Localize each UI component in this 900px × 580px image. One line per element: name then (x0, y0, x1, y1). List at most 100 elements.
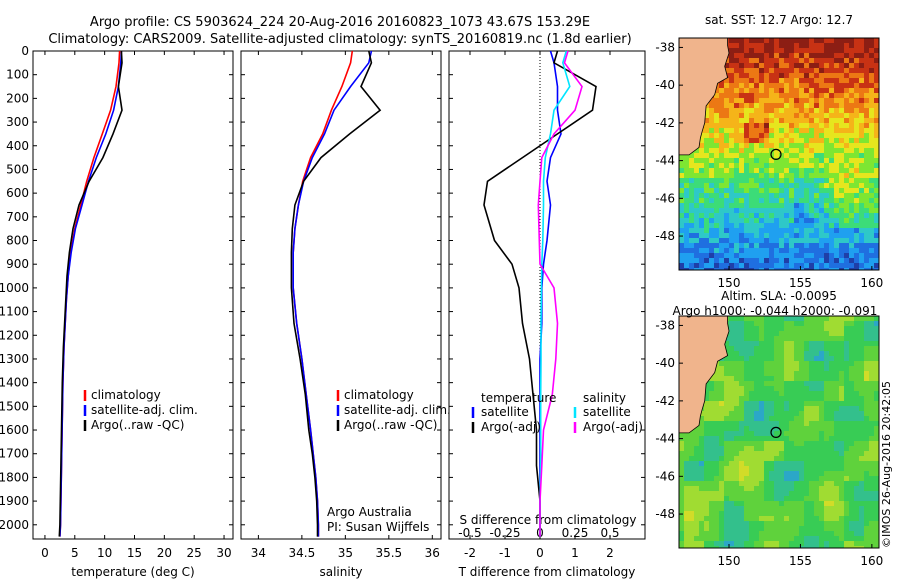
map-cell (854, 208, 859, 213)
map-cell (754, 406, 759, 411)
map-cell (844, 133, 849, 138)
map-cell (814, 541, 819, 546)
map-cell (754, 178, 759, 183)
series-line-2 (290, 50, 382, 537)
map-cell (714, 381, 719, 386)
map-cell (714, 138, 719, 143)
map-cell (769, 446, 774, 451)
map-cell (874, 531, 879, 536)
map-cell (859, 346, 864, 351)
map-cell (789, 316, 794, 321)
map-cell (699, 411, 704, 416)
map-cell (824, 188, 829, 193)
map-cell (814, 213, 819, 218)
map-cell (749, 441, 754, 446)
legend-label: satellite (583, 405, 631, 419)
map-cell (769, 113, 774, 118)
map-cell (784, 371, 789, 376)
map-cell (749, 421, 754, 426)
map-cell (694, 213, 699, 218)
map-cell (754, 148, 759, 153)
map-cell (784, 123, 789, 128)
map-cell (819, 471, 824, 476)
map-cell (799, 138, 804, 143)
map-cell (824, 58, 829, 63)
map-cell (774, 243, 779, 248)
map-cell (824, 78, 829, 83)
map-cell (854, 416, 859, 421)
map-cell (759, 466, 764, 471)
map-cell (684, 461, 689, 466)
x-axis-label: temperature (deg C) (71, 565, 194, 579)
map-cell (849, 506, 854, 511)
map-cell (719, 391, 724, 396)
map-cell (874, 461, 879, 466)
map-cell (749, 411, 754, 416)
map-cell (824, 238, 829, 243)
map-cell (829, 248, 834, 253)
map-cell (689, 506, 694, 511)
map-cell (734, 158, 739, 163)
map-cell (759, 501, 764, 506)
map-cell (699, 501, 704, 506)
map-cell (849, 233, 854, 238)
map-cell (764, 521, 769, 526)
map-cell (814, 188, 819, 193)
map-cell (799, 386, 804, 391)
map-cell (834, 521, 839, 526)
map-cell (704, 521, 709, 526)
map-cell (819, 188, 824, 193)
map-cell (724, 411, 729, 416)
map-cell (814, 361, 819, 366)
map-cell (744, 133, 749, 138)
map-cell (819, 138, 824, 143)
map-cell (869, 461, 874, 466)
map-cell (714, 376, 719, 381)
map-cell (744, 118, 749, 123)
map-cell (704, 218, 709, 223)
map-cell (774, 481, 779, 486)
map-cell (869, 98, 874, 103)
map-cell (869, 326, 874, 331)
map-cell (709, 238, 714, 243)
map-cell (839, 268, 844, 270)
map-cell (804, 78, 809, 83)
map-cell (844, 193, 849, 198)
map-cell (784, 431, 789, 436)
map-cell (849, 168, 854, 173)
map-cell (734, 331, 739, 336)
map-cell (804, 43, 809, 48)
map-cell (704, 411, 709, 416)
map-cell (819, 491, 824, 496)
map-cell (704, 401, 709, 406)
map-cell (819, 263, 824, 268)
map-cell (709, 98, 714, 103)
map-cell (719, 253, 724, 258)
map-cell (844, 218, 849, 223)
map-cell (834, 48, 839, 53)
map-cell (749, 263, 754, 268)
map-cell (804, 48, 809, 53)
map-cell (764, 193, 769, 198)
map-cell (779, 376, 784, 381)
map-cell (844, 436, 849, 441)
map-cell (824, 521, 829, 526)
map-cell (864, 158, 869, 163)
map-cell (739, 198, 744, 203)
map-cell (859, 173, 864, 178)
map-cell (709, 173, 714, 178)
map-cell (874, 88, 879, 93)
map-cell (869, 451, 874, 456)
map-cell (779, 466, 784, 471)
map-cell (819, 546, 824, 548)
map-cell (774, 48, 779, 53)
map-cell (679, 531, 684, 536)
map-cell (759, 218, 764, 223)
map-cell (869, 53, 874, 58)
map-cell (684, 153, 689, 158)
map-cell (734, 223, 739, 228)
map-cell (754, 376, 759, 381)
map-cell (834, 421, 839, 426)
map-cell (799, 401, 804, 406)
map-cell (829, 456, 834, 461)
